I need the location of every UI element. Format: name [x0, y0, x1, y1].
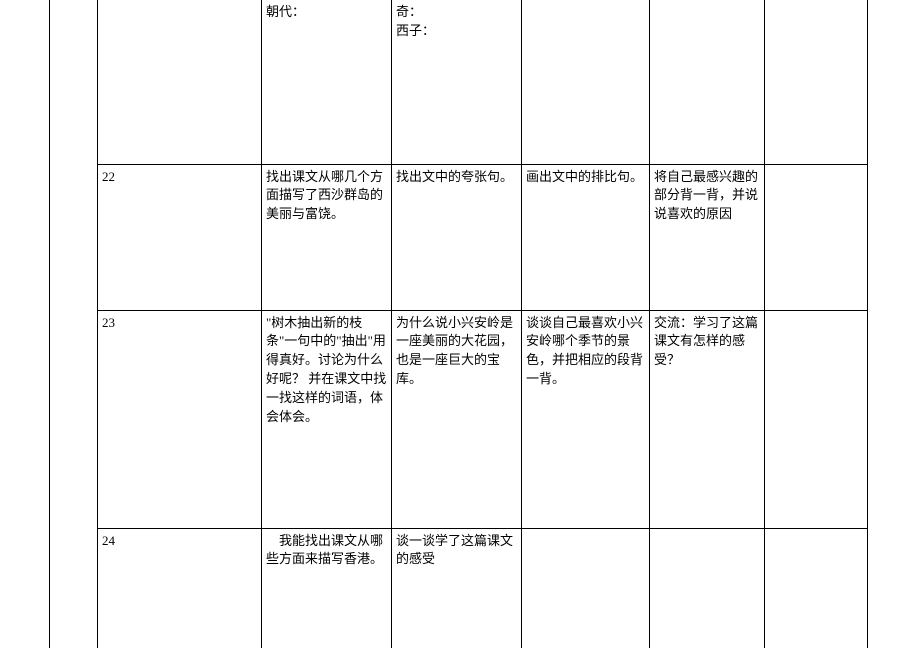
table-cell	[765, 164, 868, 310]
table-row: 朝代：奇：西子：	[50, 0, 868, 164]
table-cell	[50, 164, 98, 310]
table-row: 24 我能找出课文从哪些方面来描写香港。谈一谈学了这篇课文的感受	[50, 528, 868, 648]
table-cell: 朝代：	[262, 0, 392, 164]
table-cell	[522, 528, 650, 648]
table-cell	[50, 528, 98, 648]
table-cell	[765, 0, 868, 164]
table-cell	[765, 528, 868, 648]
table-cell: "树木抽出新的枝条"一句中的"抽出"用得真好。讨论为什么好呢？ 并在课文中找一找…	[262, 310, 392, 528]
table-cell: 谈一谈学了这篇课文的感受	[392, 528, 522, 648]
table-cell: 画出文中的排比句。	[522, 164, 650, 310]
table-row: 23"树木抽出新的枝条"一句中的"抽出"用得真好。讨论为什么好呢？ 并在课文中找…	[50, 310, 868, 528]
table-cell: 奇：西子：	[392, 0, 522, 164]
table-row: 22找出课文从哪几个方面描写了西沙群岛的美丽与富饶。找出文中的夸张句。画出文中的…	[50, 164, 868, 310]
table-cell: 22	[98, 164, 262, 310]
table-cell	[98, 0, 262, 164]
document-table: 朝代：奇：西子：22找出课文从哪几个方面描写了西沙群岛的美丽与富饶。找出文中的夸…	[49, 0, 868, 648]
table-cell	[650, 0, 765, 164]
table-cell: 23	[98, 310, 262, 528]
table-cell: 24	[98, 528, 262, 648]
table-cell: 将自己最感兴趣的部分背一背，并说说喜欢的原因	[650, 164, 765, 310]
table-cell	[650, 528, 765, 648]
table-cell: 我能找出课文从哪些方面来描写香港。	[262, 528, 392, 648]
table-cell: 谈谈自己最喜欢小兴安岭哪个季节的景色，并把相应的段背一背。	[522, 310, 650, 528]
table-cell	[522, 0, 650, 164]
table-cell: 为什么说小兴安岭是一座美丽的大花园，也是一座巨大的宝库。	[392, 310, 522, 528]
table-cell	[765, 310, 868, 528]
table-cell: 找出文中的夸张句。	[392, 164, 522, 310]
table-cell: 交流：学习了这篇课文有怎样的感受？	[650, 310, 765, 528]
table-cell	[50, 310, 98, 528]
table-cell	[50, 0, 98, 164]
table-cell: 找出课文从哪几个方面描写了西沙群岛的美丽与富饶。	[262, 164, 392, 310]
